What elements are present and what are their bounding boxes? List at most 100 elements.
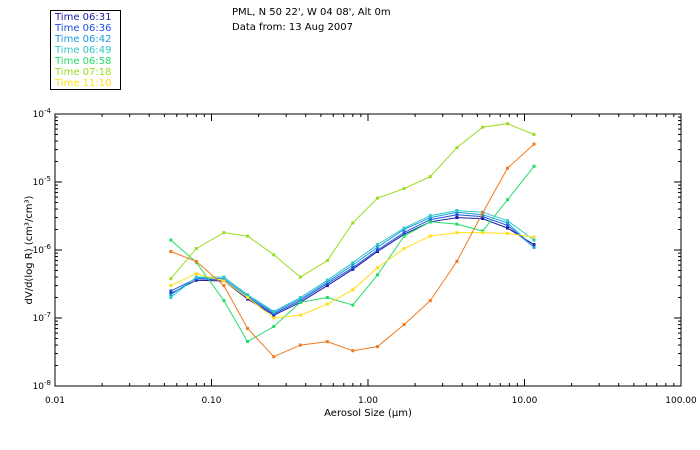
legend-item: Time 06:42 (55, 34, 112, 45)
y-tick-label: 10-4 (33, 107, 52, 120)
data-point (455, 146, 459, 150)
data-point (428, 234, 432, 238)
y-tick-label: 10-7 (33, 311, 51, 324)
x-tick-label: 0.10 (201, 396, 221, 406)
data-point (194, 278, 198, 282)
data-point (506, 231, 510, 235)
data-point (532, 243, 536, 247)
data-point (351, 221, 355, 225)
data-point (272, 309, 276, 313)
data-point (325, 280, 329, 284)
series-line (170, 210, 535, 312)
series-line (170, 143, 535, 358)
data-point (506, 226, 510, 230)
data-point (298, 296, 302, 300)
data-point (194, 275, 198, 279)
data-point (325, 278, 329, 282)
data-point (402, 231, 406, 235)
data-point (375, 245, 379, 249)
x-tick-label: 100.00 (665, 396, 697, 406)
data-point (351, 267, 355, 271)
data-point (532, 142, 536, 146)
data-point (298, 343, 302, 347)
data-point (428, 214, 432, 218)
data-point (455, 259, 459, 263)
legend-item: Time 06:36 (55, 23, 112, 34)
data-point (375, 250, 379, 254)
data-point (272, 253, 276, 257)
data-point (325, 302, 329, 306)
data-point (246, 340, 250, 344)
data-point (169, 293, 173, 297)
data-point (222, 279, 226, 283)
data-point (455, 216, 459, 220)
data-point (298, 299, 302, 303)
data-point (402, 232, 406, 236)
data-point (506, 221, 510, 225)
x-axis: 0.01 0.10 1.00 10.00 100.00 (45, 114, 697, 406)
data-point (455, 222, 459, 226)
data-point (481, 215, 485, 219)
data-point (375, 248, 379, 252)
data-point (506, 223, 510, 227)
data-point (506, 219, 510, 223)
data-point (298, 297, 302, 301)
data-point (481, 229, 485, 233)
plot-frame (54, 113, 682, 387)
data-point (246, 327, 250, 331)
legend-item: Time 06:58 (55, 56, 112, 67)
legend-item: Time 11:10 (55, 78, 112, 89)
data-point (455, 210, 459, 214)
data-point (375, 266, 379, 270)
data-point (506, 198, 510, 202)
data-point (325, 340, 329, 344)
data-point (298, 275, 302, 279)
data-point (455, 231, 459, 235)
y-axis: 10-8 10-7 10-6 10-5 10-4 (33, 107, 681, 392)
data-point (428, 218, 432, 222)
data-point (246, 293, 250, 297)
data-point (532, 132, 536, 136)
data-point (402, 226, 406, 230)
series-layer (169, 122, 536, 359)
data-point (222, 284, 226, 288)
data-point (351, 261, 355, 265)
y-tick-label: 10-6 (33, 243, 52, 256)
data-point (325, 282, 329, 286)
data-point (481, 125, 485, 129)
data-date: Data from: 13 Aug 2007 (232, 22, 353, 33)
data-point (375, 345, 379, 349)
data-point (351, 266, 355, 270)
data-point (351, 263, 355, 267)
x-tick-label: 10.00 (512, 396, 538, 406)
data-point (222, 299, 226, 303)
data-point (169, 284, 173, 288)
data-point (272, 324, 276, 328)
data-point (428, 220, 432, 224)
data-point (246, 297, 250, 301)
data-point (532, 164, 536, 168)
x-axis-label: Aerosol Size (μm) (324, 408, 412, 419)
data-point (402, 247, 406, 251)
x-tick-label: 0.01 (45, 396, 65, 406)
data-point (194, 259, 198, 263)
location-title: PML, N 50 22', W 04 08', Alt 0m (232, 7, 391, 18)
data-point (325, 284, 329, 288)
data-point (169, 296, 173, 300)
data-point (246, 296, 250, 300)
data-point (375, 196, 379, 200)
data-point (428, 175, 432, 179)
data-point (246, 234, 250, 238)
data-point (481, 213, 485, 217)
data-point (481, 217, 485, 221)
data-point (272, 355, 276, 359)
legend-item: Time 06:49 (55, 45, 112, 56)
y-tick-label: 10-8 (33, 379, 51, 392)
data-point (298, 300, 302, 304)
data-point (532, 238, 536, 242)
data-point (506, 166, 510, 170)
x-tick-label: 1.00 (358, 396, 378, 406)
data-point (506, 122, 510, 126)
data-point (402, 234, 406, 238)
